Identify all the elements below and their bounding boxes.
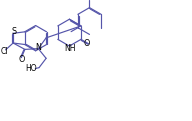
- Text: S: S: [12, 27, 17, 36]
- Text: O: O: [18, 55, 25, 64]
- Text: NH: NH: [64, 44, 76, 53]
- Text: HO: HO: [25, 64, 37, 73]
- Text: O: O: [84, 39, 90, 48]
- Text: Cl: Cl: [0, 46, 8, 56]
- Text: N: N: [35, 43, 41, 52]
